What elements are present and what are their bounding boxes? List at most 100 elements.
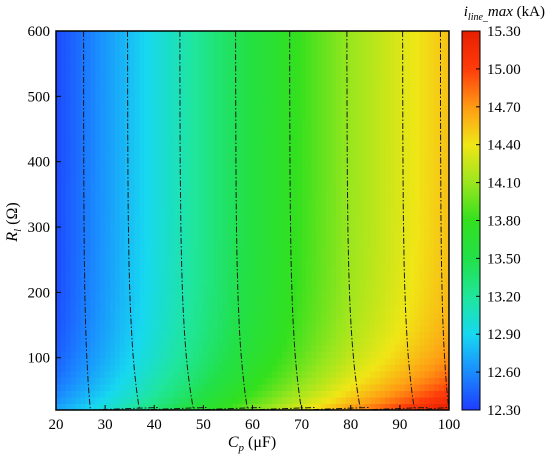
- heatmap-cell: [321, 63, 327, 71]
- heatmap-cell: [227, 174, 234, 182]
- heatmap-cell: [336, 338, 342, 346]
- heatmap-cell: [213, 129, 219, 137]
- heatmap-cell: [252, 285, 259, 293]
- heatmap-cell: [404, 37, 411, 45]
- heatmap-cell: [193, 403, 200, 410]
- heatmap-cell: [291, 318, 298, 326]
- heatmap-cell: [159, 390, 165, 398]
- heatmap-cell: [178, 129, 185, 137]
- heatmap-cell: [173, 227, 180, 235]
- heatmap-cell: [434, 155, 440, 163]
- heatmap-cell: [188, 344, 195, 352]
- heatmap-cell: [340, 272, 347, 280]
- heatmap-cell: [183, 57, 190, 65]
- heatmap-cell: [95, 370, 101, 378]
- heatmap-cell: [340, 161, 347, 169]
- heatmap-cell: [350, 383, 357, 391]
- heatmap-cell: [223, 266, 229, 274]
- heatmap-cell: [213, 155, 219, 163]
- heatmap-cell: [70, 364, 77, 372]
- heatmap-cell: [129, 253, 136, 261]
- heatmap-cell: [164, 259, 170, 267]
- heatmap-cell: [159, 109, 165, 117]
- heatmap-cell: [286, 240, 293, 248]
- heatmap-cell: [272, 155, 278, 163]
- heatmap-cell: [218, 253, 224, 261]
- heatmap-cell: [311, 292, 317, 300]
- heatmap-cell: [159, 187, 165, 195]
- heatmap-cell: [365, 227, 371, 235]
- heatmap-cell: [277, 259, 283, 267]
- heatmap-cell: [345, 213, 352, 222]
- heatmap-cell: [60, 305, 67, 313]
- heatmap-cell: [444, 96, 449, 104]
- heatmap-cell: [213, 338, 219, 346]
- heatmap-cell: [139, 122, 146, 130]
- heatmap-cell: [340, 89, 347, 97]
- heatmap-cell: [80, 383, 87, 391]
- heatmap-cell: [119, 338, 126, 346]
- heatmap-cell: [168, 168, 175, 176]
- heatmap-cell: [434, 325, 440, 333]
- heatmap-cell: [247, 194, 254, 202]
- heatmap-cell: [281, 168, 288, 176]
- heatmap-cell: [291, 364, 298, 372]
- heatmap-cell: [429, 181, 435, 189]
- heatmap-cell: [95, 168, 101, 176]
- heatmap-cell: [65, 31, 72, 39]
- heatmap-cell: [316, 96, 322, 104]
- heatmap-cell: [252, 227, 259, 235]
- heatmap-cell: [119, 246, 126, 254]
- heatmap-cell: [370, 44, 376, 52]
- heatmap-cell: [429, 220, 435, 228]
- heatmap-cell: [370, 50, 376, 58]
- heatmap-cell: [296, 31, 303, 39]
- heatmap-cell: [380, 377, 386, 385]
- heatmap-cell: [301, 57, 308, 65]
- heatmap-cell: [208, 102, 214, 111]
- heatmap-cell: [301, 76, 308, 84]
- colorbar-tick-label: 15.00: [487, 62, 521, 78]
- heatmap-cell: [277, 181, 283, 189]
- heatmap-cell: [394, 161, 401, 169]
- heatmap-cell: [105, 227, 111, 235]
- heatmap-cell: [144, 213, 150, 222]
- heatmap-cell: [267, 220, 273, 228]
- heatmap-cell: [203, 357, 209, 365]
- heatmap-cell: [178, 148, 185, 156]
- heatmap-cell: [252, 31, 259, 39]
- heatmap-cell: [262, 50, 268, 58]
- heatmap-cell: [380, 233, 386, 241]
- heatmap-cell: [331, 194, 337, 202]
- heatmap-cell: [188, 377, 195, 385]
- heatmap-cell: [70, 311, 77, 320]
- heatmap-cell: [198, 122, 204, 130]
- heatmap-cell: [56, 174, 62, 182]
- heatmap-cell: [203, 89, 209, 97]
- heatmap-cell: [281, 83, 288, 91]
- heatmap-cell: [203, 194, 209, 202]
- heatmap-cell: [178, 70, 185, 78]
- heatmap-cell: [336, 102, 342, 111]
- heatmap-cell: [80, 207, 87, 215]
- heatmap-cell: [164, 311, 170, 320]
- heatmap-cell: [193, 122, 200, 130]
- heatmap-cell: [247, 96, 254, 104]
- heatmap-cell: [375, 129, 381, 137]
- heatmap-cell: [227, 377, 234, 385]
- heatmap-cell: [168, 155, 175, 163]
- heatmap-cell: [193, 292, 200, 300]
- heatmap-cell: [100, 57, 106, 65]
- heatmap-cell: [409, 305, 416, 313]
- heatmap-cell: [134, 246, 141, 254]
- heatmap-cell: [434, 213, 440, 222]
- heatmap-cell: [188, 89, 195, 97]
- heatmap-cell: [257, 233, 263, 241]
- heatmap-cell: [409, 331, 416, 339]
- heatmap-cell: [129, 383, 136, 391]
- heatmap-cell: [237, 227, 244, 235]
- heatmap-cell: [331, 142, 337, 150]
- heatmap-cell: [375, 102, 381, 111]
- heatmap-cell: [267, 298, 273, 307]
- heatmap-cell: [100, 44, 106, 52]
